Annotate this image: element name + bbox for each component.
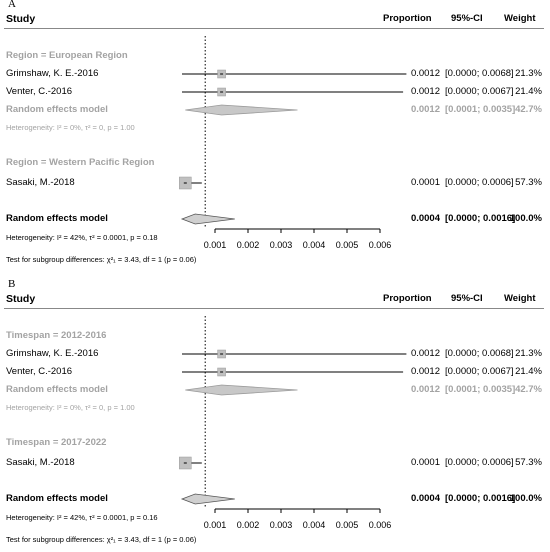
panel-letter: A <box>8 0 16 10</box>
forest-plot-area: 0.001 0.002 0.003 0.004 0.005 0.006 <box>179 36 407 250</box>
subtotal-weight: 42.7% <box>515 384 542 395</box>
subtotal-label: Random effects model <box>6 104 108 115</box>
study-proportion: 0.0012 <box>410 348 440 359</box>
overall-weight: 100.0% <box>509 213 542 224</box>
study-name: Venter, C.-2016 <box>6 366 73 377</box>
x-tick-label: 0.006 <box>369 520 392 530</box>
study-name: Sasaki, M.-2018 <box>6 457 75 468</box>
x-tick-label: 0.002 <box>237 520 260 530</box>
header-divider <box>4 28 544 29</box>
header-ci: 95%-CI <box>451 293 483 304</box>
overall-weight: 100.0% <box>509 493 542 504</box>
study-weight: 21.4% <box>515 366 542 377</box>
x-tick-label: 0.006 <box>369 240 392 250</box>
heterogeneity-text: Heterogeneity: I² = 0%, τ² = 0, p = 1.00 <box>6 123 135 132</box>
subtotal-label: Random effects model <box>6 384 108 395</box>
x-tick-label: 0.003 <box>270 520 293 530</box>
x-tick-label: 0.005 <box>336 240 359 250</box>
subtotal-ci: [0.0001; 0.0035] <box>445 384 516 395</box>
study-ci: [0.0000; 0.0067] <box>445 366 514 377</box>
header-ci: 95%-CI <box>451 13 483 24</box>
overall-diamond <box>180 213 235 225</box>
study-weight: 57.3% <box>515 457 542 468</box>
study-name: Grimshaw, K. E.-2016 <box>6 68 99 79</box>
panel-letter: B <box>8 278 16 290</box>
x-tick-label: 0.003 <box>270 240 293 250</box>
overall-ci: [0.0000; 0.0016] <box>445 213 516 224</box>
header-study: Study <box>6 293 36 305</box>
overall-heterogeneity: Heterogeneity: I² = 42%, τ² = 0.0001, p … <box>6 233 158 242</box>
overall-ci: [0.0000; 0.0016] <box>445 493 516 504</box>
subgroup-diamond <box>185 104 298 116</box>
header-study: Study <box>6 13 36 25</box>
forest-plot-area: 0.001 0.002 0.003 0.004 0.005 0.006 <box>179 316 407 530</box>
subgroup-diamond <box>185 384 298 396</box>
x-tick-label: 0.005 <box>336 520 359 530</box>
group-label: Timespan = 2017-2022 <box>6 437 107 448</box>
heterogeneity-text: Heterogeneity: I² = 0%, τ² = 0, p = 1.00 <box>6 403 135 412</box>
overall-proportion: 0.0004 <box>410 493 440 504</box>
study-weight: 21.3% <box>515 68 542 79</box>
study-weight: 21.3% <box>515 348 542 359</box>
overall-label: Random effects model <box>6 493 108 504</box>
subgroup-test: Test for subgroup differences: χ²₁ = 3.4… <box>6 255 197 264</box>
study-ci: [0.0000; 0.0006] <box>445 177 514 188</box>
header-divider <box>4 308 544 309</box>
study-ci: [0.0000; 0.0068] <box>445 348 514 359</box>
study-name: Grimshaw, K. E.-2016 <box>6 348 99 359</box>
group-label: Region = European Region <box>6 50 128 61</box>
study-name: Venter, C.-2016 <box>6 86 73 97</box>
forest-plot-b: B Study Proportion 95%-CI Weight Timespa… <box>0 278 550 552</box>
subtotal-ci: [0.0001; 0.0035] <box>445 104 516 115</box>
group-label: Timespan = 2012-2016 <box>6 330 107 341</box>
x-tick-label: 0.004 <box>303 520 326 530</box>
header-weight: Weight <box>504 293 536 304</box>
x-tick-label: 0.004 <box>303 240 326 250</box>
subgroup-test: Test for subgroup differences: χ²₁ = 3.4… <box>6 535 197 544</box>
study-proportion: 0.0012 <box>410 68 440 79</box>
study-name: Sasaki, M.-2018 <box>6 177 75 188</box>
forest-plot-a: A Study Proportion 95%-CI Weight Region … <box>0 0 550 272</box>
header-proportion: Proportion <box>383 293 432 304</box>
study-proportion: 0.0001 <box>410 457 440 468</box>
overall-diamond <box>180 493 235 505</box>
subtotal-proportion: 0.0012 <box>410 384 440 395</box>
x-tick-label: 0.002 <box>237 240 260 250</box>
group-label: Region = Western Pacific Region <box>6 157 155 168</box>
study-proportion: 0.0012 <box>410 366 440 377</box>
header-proportion: Proportion <box>383 13 432 24</box>
study-ci: [0.0000; 0.0006] <box>445 457 514 468</box>
overall-heterogeneity: Heterogeneity: I² = 42%, τ² = 0.0001, p … <box>6 513 158 522</box>
subtotal-proportion: 0.0012 <box>410 104 440 115</box>
x-tick-label: 0.001 <box>204 240 227 250</box>
study-ci: [0.0000; 0.0068] <box>445 68 514 79</box>
overall-proportion: 0.0004 <box>410 213 440 224</box>
study-proportion: 0.0012 <box>410 86 440 97</box>
study-ci: [0.0000; 0.0067] <box>445 86 514 97</box>
subtotal-weight: 42.7% <box>515 104 542 115</box>
study-weight: 57.3% <box>515 177 542 188</box>
overall-label: Random effects model <box>6 213 108 224</box>
study-weight: 21.4% <box>515 86 542 97</box>
x-tick-label: 0.001 <box>204 520 227 530</box>
study-proportion: 0.0001 <box>410 177 440 188</box>
header-weight: Weight <box>504 13 536 24</box>
